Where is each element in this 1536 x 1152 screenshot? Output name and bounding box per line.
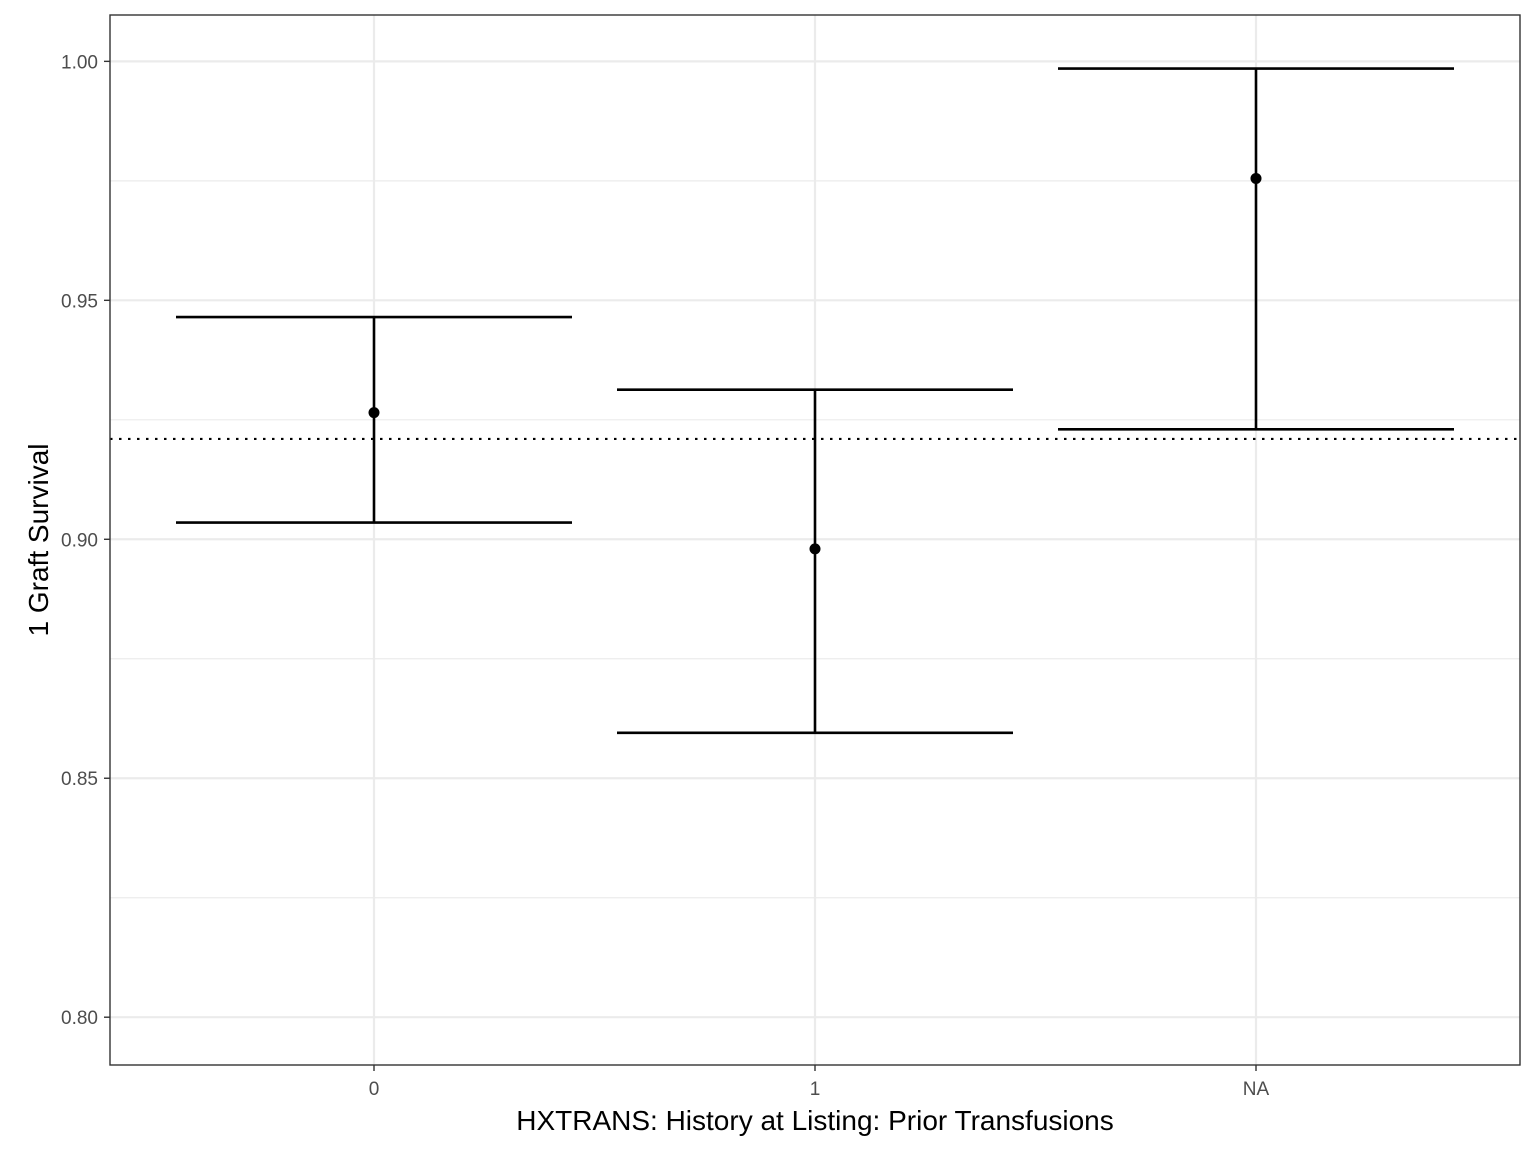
y-tick-label: 0.90 — [61, 530, 98, 551]
y-axis-title: 1 Graft Survival — [23, 444, 54, 637]
x-tick-label: 1 — [810, 1079, 821, 1100]
error-bar-0 — [176, 315, 572, 524]
y-tick-label: 0.80 — [61, 1008, 98, 1029]
y-tick-label: 0.85 — [61, 769, 98, 790]
estimate-point — [368, 407, 380, 419]
x-axis-title: HXTRANS: History at Listing: Prior Trans… — [516, 1105, 1114, 1136]
y-tick-label: 1.00 — [61, 52, 98, 73]
x-tick-label: NA — [1243, 1079, 1270, 1100]
error-bar-1 — [617, 388, 1013, 735]
axis-ticks: 0.80 0.85 0.90 0.95 1.00 0 1 NA — [61, 52, 1270, 1100]
error-bars — [176, 67, 1454, 735]
error-bar-NA — [1058, 67, 1454, 431]
estimate-point — [809, 543, 821, 555]
y-tick-label: 0.95 — [61, 291, 98, 312]
estimate-point — [1250, 172, 1262, 184]
x-tick-label: 0 — [369, 1079, 380, 1100]
